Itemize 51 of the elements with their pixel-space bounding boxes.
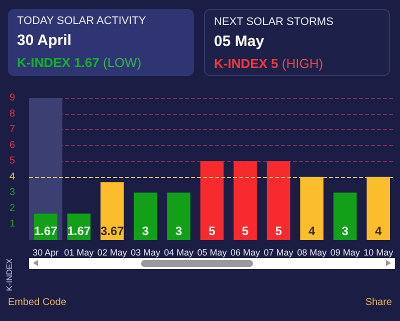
x-tick-label: 03 May xyxy=(130,248,161,258)
bar xyxy=(200,161,224,240)
data-label: 4 xyxy=(308,224,316,238)
y-tick-label: 8 xyxy=(9,108,16,120)
x-tick-label: 08 May xyxy=(297,248,328,258)
text: NEXT SOLAR STORMS xyxy=(214,16,334,28)
x-tick-label: 01 May xyxy=(64,248,94,258)
y-tick-label: 6 xyxy=(9,140,16,151)
data-label: 5 xyxy=(208,224,216,238)
bar xyxy=(134,192,158,240)
y-tick-label: 3 xyxy=(9,187,16,198)
y-tick-label: 2 xyxy=(9,202,16,214)
text: K-INDEX 5 xyxy=(214,56,278,71)
text: Embed Code xyxy=(8,297,66,308)
x-tick-label: 02 May xyxy=(97,248,128,258)
text: Share xyxy=(365,297,392,308)
text: (LOW) xyxy=(103,55,142,70)
x-tick-label: 04 May xyxy=(164,248,194,258)
text: 30 April xyxy=(17,32,72,49)
y-axis-title: K-INDEX xyxy=(5,258,14,291)
text: 05 May xyxy=(214,33,266,50)
data-label: 5 xyxy=(242,224,249,238)
data-label: 3 xyxy=(342,224,349,238)
bar xyxy=(266,161,290,240)
text: (HIGH) xyxy=(282,56,324,71)
bar xyxy=(100,182,124,240)
data-label: 3 xyxy=(142,224,150,238)
data-label: 1.67 xyxy=(34,224,58,238)
data-label: 1.67 xyxy=(67,224,91,238)
bar xyxy=(366,176,390,240)
y-tick-label: 9 xyxy=(9,92,16,104)
data-label: 5 xyxy=(275,224,282,238)
x-tick-label: 10 May xyxy=(364,248,394,258)
bar xyxy=(234,161,257,240)
x-tick-label: 30 Apr xyxy=(32,248,59,258)
x-tick-label: 06 May xyxy=(230,248,261,258)
bar xyxy=(167,192,190,240)
y-tick-label: 7 xyxy=(9,124,16,136)
y-tick-label: 4 xyxy=(9,171,16,182)
x-tick-label: 05 May xyxy=(197,248,228,258)
bar xyxy=(333,192,357,240)
bar xyxy=(300,176,324,240)
text: TODAY SOLAR ACTIVITY xyxy=(17,15,147,27)
y-tick-label: 1 xyxy=(9,218,16,230)
text: K-INDEX 1.67 xyxy=(17,55,100,70)
data-label: 4 xyxy=(375,224,382,238)
y-tick-label: 5 xyxy=(9,156,16,167)
x-tick-label: 07 May xyxy=(264,248,294,258)
x-tick-label: 09 May xyxy=(330,248,360,258)
data-label: 3 xyxy=(175,224,182,238)
data-label: 3.67 xyxy=(100,224,124,238)
